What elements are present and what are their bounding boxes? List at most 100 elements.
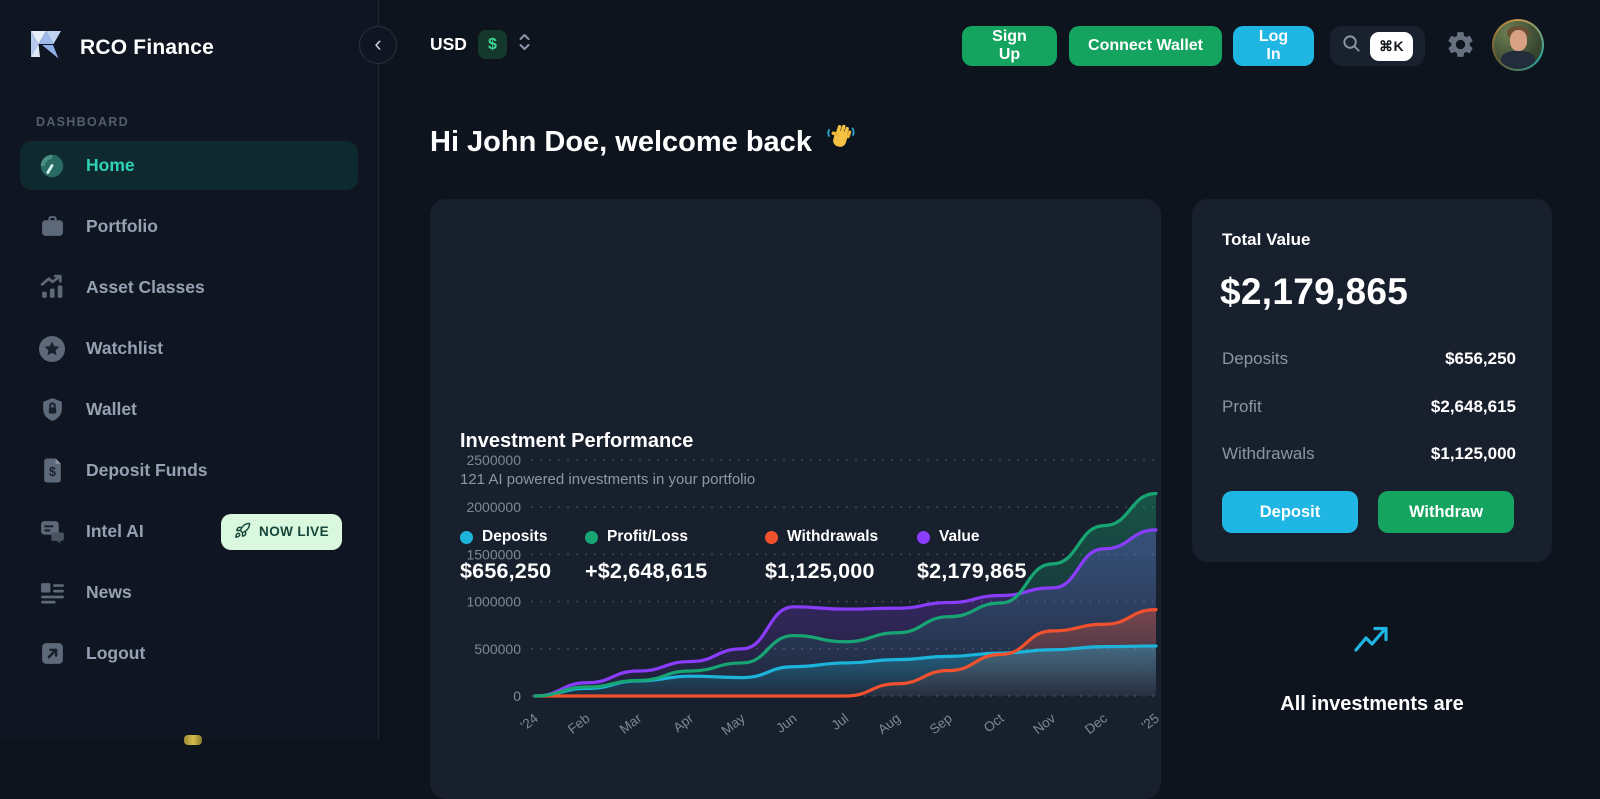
legend-value: $656,250	[460, 559, 552, 583]
profit-loss-dot-icon	[585, 530, 598, 544]
sidebar-item-label: Deposit Funds	[86, 460, 208, 480]
sidebar-item-label: Watchlist	[86, 338, 164, 358]
investment-performance-card: Investment Performance 121 AI powered in…	[430, 199, 1161, 799]
shield-lock-icon	[36, 396, 68, 423]
svg-text:500000: 500000	[474, 641, 521, 657]
investments-note: All investments are	[1192, 562, 1552, 716]
svg-text:2000000: 2000000	[466, 499, 521, 515]
total-value-title: Total Value	[1222, 230, 1311, 249]
svg-text:'25: '25	[1139, 711, 1161, 734]
svg-text:Jun: Jun	[773, 711, 799, 736]
legend-value-series: Value $2,179,865	[917, 528, 1027, 584]
sidebar-item-wallet[interactable]: Wallet	[20, 385, 358, 434]
sidebar-item-watchlist[interactable]: Watchlist	[20, 324, 358, 373]
sidebar-item-logout[interactable]: Logout	[20, 629, 358, 678]
svg-text:Dec: Dec	[1082, 710, 1110, 737]
sort-chevrons-icon	[518, 32, 531, 57]
deposits-dot-icon	[460, 530, 473, 544]
investments-note-text: All investments are	[1280, 693, 1464, 715]
greeting-text: Hi John Doe, welcome back	[430, 125, 812, 158]
row-value: $1,125,000	[1430, 444, 1516, 463]
sidebar-item-portfolio[interactable]: Portfolio	[20, 202, 358, 251]
row-value: $656,250	[1445, 349, 1516, 368]
sidebar-item-intel-ai[interactable]: Intel AI NOW LIVE	[20, 507, 358, 556]
rocket-icon	[234, 522, 251, 542]
user-avatar[interactable]	[1492, 19, 1544, 71]
sidebar-item-label: News	[86, 582, 132, 602]
svg-text:May: May	[719, 710, 749, 738]
sidebar-item-label: Home	[86, 155, 135, 175]
gear-icon	[1445, 32, 1476, 63]
svg-text:$: $	[49, 465, 56, 479]
legend-value: $2,179,865	[917, 559, 1027, 583]
sidebar-item-label: Portfolio	[86, 216, 158, 236]
svg-text:'24: '24	[518, 710, 541, 733]
sidebar-item-home[interactable]: Home	[20, 141, 358, 190]
svg-text:1000000: 1000000	[466, 594, 521, 610]
settings-button[interactable]	[1445, 29, 1476, 63]
performance-chart: 2500000 2000000 1500000 1000000 500000 0 '24 Fe…	[466, 452, 1161, 738]
search-button[interactable]: ⌘K	[1330, 26, 1425, 66]
connect-wallet-button[interactable]: Connect Wallet	[1069, 26, 1222, 66]
chevron-left-icon: ‹	[374, 31, 382, 56]
brand-logo-icon	[24, 24, 66, 71]
legend-value: +$2,648,615	[585, 559, 708, 583]
sidebar-item-news[interactable]: News	[20, 568, 358, 617]
performance-card-subtitle: 121 AI powered investments in your portf…	[460, 471, 756, 488]
legend-label: Withdrawals	[787, 528, 879, 545]
svg-text:0: 0	[513, 688, 521, 704]
svg-text:1500000: 1500000	[466, 546, 521, 562]
legend-value: $1,125,000	[765, 559, 875, 583]
total-card-row-withdrawals: Withdrawals $1,125,000	[1222, 444, 1516, 464]
svg-text:Jul: Jul	[829, 711, 852, 733]
dollar-icon: $	[477, 30, 507, 59]
sidebar-item-deposit-funds[interactable]: $ Deposit Funds	[20, 446, 358, 495]
currency-selector[interactable]: USD $	[430, 30, 531, 59]
avatar-photo	[1494, 21, 1542, 69]
now-live-badge: NOW LIVE	[221, 513, 342, 550]
svg-text:2500000: 2500000	[466, 452, 521, 468]
legend-profit-loss: Profit/Loss +$2,648,615	[585, 528, 707, 584]
sidebar-item-label: Logout	[86, 643, 146, 663]
clipped-emoji-decoration	[184, 735, 202, 745]
sign-up-button[interactable]: Sign Up	[962, 26, 1057, 66]
sidebar-collapse-button[interactable]: ‹	[359, 26, 397, 64]
sidebar-item-asset-classes[interactable]: Asset Classes	[20, 263, 358, 312]
briefcase-icon	[36, 213, 68, 240]
svg-text:Mar: Mar	[617, 710, 645, 736]
svg-text:Apr: Apr	[670, 710, 696, 735]
total-card-row-deposits: Deposits $656,250	[1222, 349, 1516, 369]
sidebar-item-label: Intel AI	[86, 521, 144, 541]
dollar-doc-icon: $	[36, 457, 68, 484]
svg-text:Oct: Oct	[981, 710, 1007, 735]
total-value-card: Total Value $2,179,865 Deposits $656,250…	[1192, 199, 1552, 562]
now-live-badge-label: NOW LIVE	[259, 524, 329, 539]
sidebar-section-label: DASHBOARD	[36, 115, 129, 129]
news-icon	[36, 579, 68, 606]
row-label: Profit	[1222, 397, 1262, 416]
gauge-icon	[36, 152, 68, 180]
total-card-row-profit: Profit $2,648,615	[1222, 397, 1516, 417]
chart-bars-icon	[36, 274, 68, 301]
star-icon	[36, 335, 68, 363]
legend-label: Value	[939, 528, 980, 545]
page-title: Hi John Doe, welcome back	[430, 122, 857, 162]
brand-logo[interactable]: RCO Finance	[0, 0, 378, 71]
sidebar-item-label: Asset Classes	[86, 277, 205, 297]
total-value-amount: $2,179,865	[1220, 271, 1409, 312]
log-in-button[interactable]: Log In	[1233, 26, 1314, 66]
waving-hand-icon	[825, 122, 857, 162]
sidebar-item-label: Wallet	[86, 399, 137, 419]
svg-text:Feb: Feb	[565, 711, 593, 737]
svg-text:Nov: Nov	[1030, 710, 1058, 737]
legend-label: Deposits	[482, 528, 548, 545]
deposit-button[interactable]: Deposit	[1222, 491, 1358, 533]
withdrawals-dot-icon	[765, 530, 778, 544]
row-label: Deposits	[1222, 349, 1289, 368]
search-icon	[1342, 34, 1361, 58]
withdraw-button[interactable]: Withdraw	[1378, 491, 1514, 533]
keyboard-shortcut-badge: ⌘K	[1370, 31, 1414, 61]
row-label: Withdrawals	[1222, 444, 1315, 463]
performance-card-title: Investment Performance	[460, 430, 694, 452]
row-value: $2,648,615	[1430, 397, 1516, 416]
